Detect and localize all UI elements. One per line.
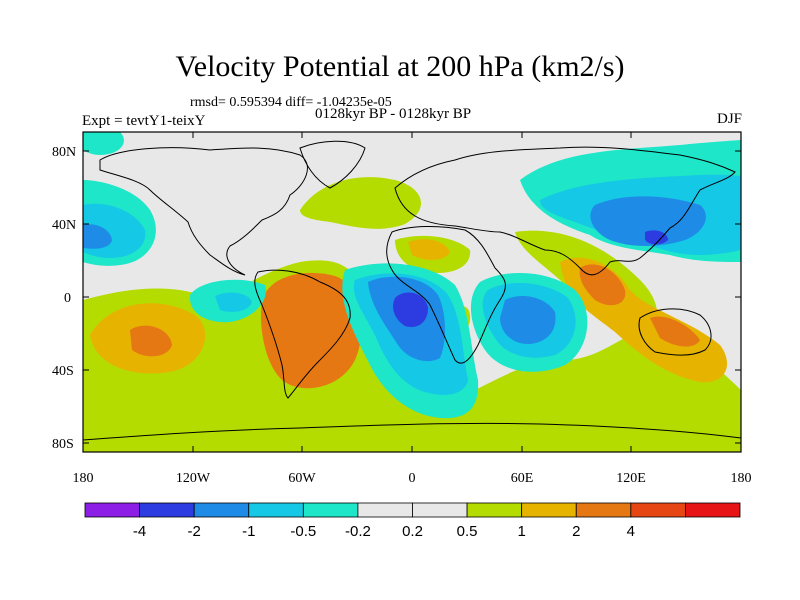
colorbar-label: 1 (517, 523, 525, 540)
colorbar-label: 2 (572, 523, 580, 540)
colorbar-swatch (194, 503, 249, 517)
colorbar-swatch (358, 503, 413, 517)
colorbar-swatch (140, 503, 195, 517)
lon-label-120w: 120W (176, 471, 211, 486)
latitude-axis: 80N 40N 0 40S 80S (52, 145, 76, 452)
contour-field (83, 132, 741, 452)
colorbar-label: -0.5 (290, 523, 316, 540)
colorbar-label: -1 (242, 523, 255, 540)
colorbar-swatch (467, 503, 522, 517)
colorbar-label: -4 (133, 523, 146, 540)
colorbar-swatch (631, 503, 686, 517)
colorbar-swatch (576, 503, 631, 517)
colorbar-swatch (85, 503, 140, 517)
colorbar-label: -2 (187, 523, 200, 540)
colorbar-swatch (413, 503, 468, 517)
colorbar-label: 0.5 (457, 523, 478, 540)
lon-label-60e: 60E (511, 471, 534, 486)
colorbar-swatch (522, 503, 577, 517)
lon-label-180e: 180 (731, 471, 752, 486)
colorbar-swatch (303, 503, 358, 517)
lat-label-80n: 80N (52, 145, 76, 160)
colorbar-label: 0.2 (402, 523, 423, 540)
lon-label-120e: 120E (616, 471, 646, 486)
longitude-axis: 180 120W 60W 0 60E 120E 180 (73, 471, 752, 486)
colorbar-label: -0.2 (345, 523, 371, 540)
map-figure: 80N 40N 0 40S 80S 180 120W 60W 0 60E 120… (0, 0, 800, 600)
lat-label-40n: 40N (52, 218, 76, 233)
colorbar-label: 4 (627, 523, 635, 540)
lat-label-0: 0 (64, 291, 71, 306)
lon-label-60w: 60W (288, 471, 316, 486)
colorbar-swatch (685, 503, 740, 517)
lat-label-80s: 80S (52, 437, 74, 452)
colorbar: -4 -2 -1 -0.5 -0.2 0.2 0.5 1 2 4 (85, 503, 740, 540)
lon-label-0: 0 (409, 471, 416, 486)
lat-label-40s: 40S (52, 364, 74, 379)
lon-label-180w: 180 (73, 471, 94, 486)
colorbar-swatch (249, 503, 304, 517)
